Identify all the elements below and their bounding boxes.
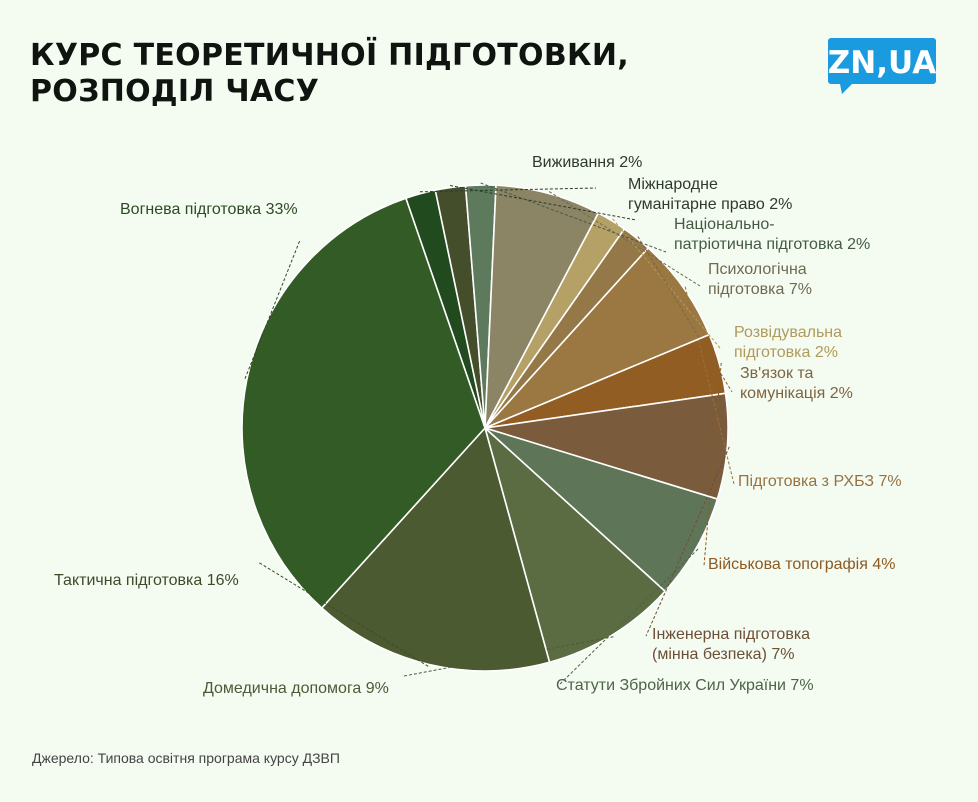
slice-label-9-line-1: Інженерна підготовка [652,626,810,643]
slice-label-2-line-2: гуманітарне право 2% [628,196,792,213]
slice-label-6-line-1: Зв'язок та [740,365,814,382]
slice-label-1: Виживання 2% [532,154,642,171]
slice-label-9-line-2: (мінна безпека) 7% [652,646,794,663]
leader-line-3 [480,182,667,253]
leader-line-10 [559,548,699,685]
chart-title: КУРС ТЕОРЕТИЧНОЇ ПІДГОТОВКИ, РОЗПОДІЛ ЧА… [30,38,629,110]
chart-title-line-1: КУРС ТЕОРЕТИЧНОЇ ПІДГОТОВКИ, [30,38,629,73]
slice-label-12: Тактична підготовка 16% [54,572,239,589]
leader-line-12 [257,561,429,667]
slice-label-5-line-1: Розвідувальна [734,324,842,341]
slice-label-10: Статути Збройних Сил України 7% [556,677,814,694]
leader-line-2 [450,185,637,221]
slice-label-2-line-1: Міжнародне [628,176,718,193]
slice-label-10-line-1: Статути Збройних Сил України 7% [556,677,814,694]
slice-label-5: Розвідувальна підготовка 2% [734,324,842,361]
slice-label-12-line-1: Тактична підготовка 16% [54,572,239,589]
leader-line-7 [684,286,735,485]
slice-label-3-line-1: Національно- [674,216,775,233]
slice-label-9: Інженерна підготовка (мінна безпека) 7% [652,626,810,663]
pie-slice-4 [484,184,600,429]
source-note: Джерело: Типова освітня програма курсу Д… [32,750,340,766]
pie-slice-12 [320,427,551,672]
slice-label-8: Військова топографія 4% [708,556,895,573]
leader-line-5 [612,218,721,349]
slice-label-11: Домедична допомога 9% [203,680,389,697]
pie-slice-13 [241,197,486,609]
slice-label-7: Підготовка з РХБЗ 7% [738,473,902,490]
logo-text: ZN,UA [828,45,936,81]
slice-label-4-line-1: Психологічна [708,261,807,278]
pie-slice-7 [484,247,711,429]
slice-label-6-line-2: комунікація 2% [740,385,853,402]
slice-label-13: Вогнева підготовка 33% [120,201,298,218]
pie-slice-11 [484,427,666,664]
leader-line-9 [645,446,730,637]
leader-line-6 [637,236,733,393]
slice-label-8-line-1: Військова топографія 4% [708,556,895,573]
slice-label-3-line-2: патріотична підготовка 2% [674,236,870,253]
slice-label-6: Зв'язок та комунікація 2% [740,365,853,402]
leader-line-8 [703,362,722,567]
slice-label-5-line-2: підготовка 2% [734,344,838,361]
leader-line-11 [403,636,614,677]
chart-title-line-2: РОЗПОДІЛ ЧАСУ [30,74,320,109]
slice-label-7-line-1: Підготовка з РХБЗ 7% [738,473,902,490]
slice-label-11-line-1: Домедична допомога 9% [203,680,389,697]
zn-ua-logo[interactable]: ZN,UA [828,38,938,101]
slice-label-13-line-1: Вогнева підготовка 33% [120,201,298,218]
slice-label-4-line-2: підготовка 7% [708,281,812,298]
slice-label-4: Психологічна підготовка 7% [708,261,812,298]
slice-label-1-line-1: Виживання 2% [532,154,642,171]
slice-label-3: Національно-патріотична підготовка 2% [674,216,870,253]
pie-slice-9 [484,392,729,500]
leader-line-1 [419,187,597,193]
slice-label-2: Міжнародне гуманітарне право 2% [628,176,792,213]
